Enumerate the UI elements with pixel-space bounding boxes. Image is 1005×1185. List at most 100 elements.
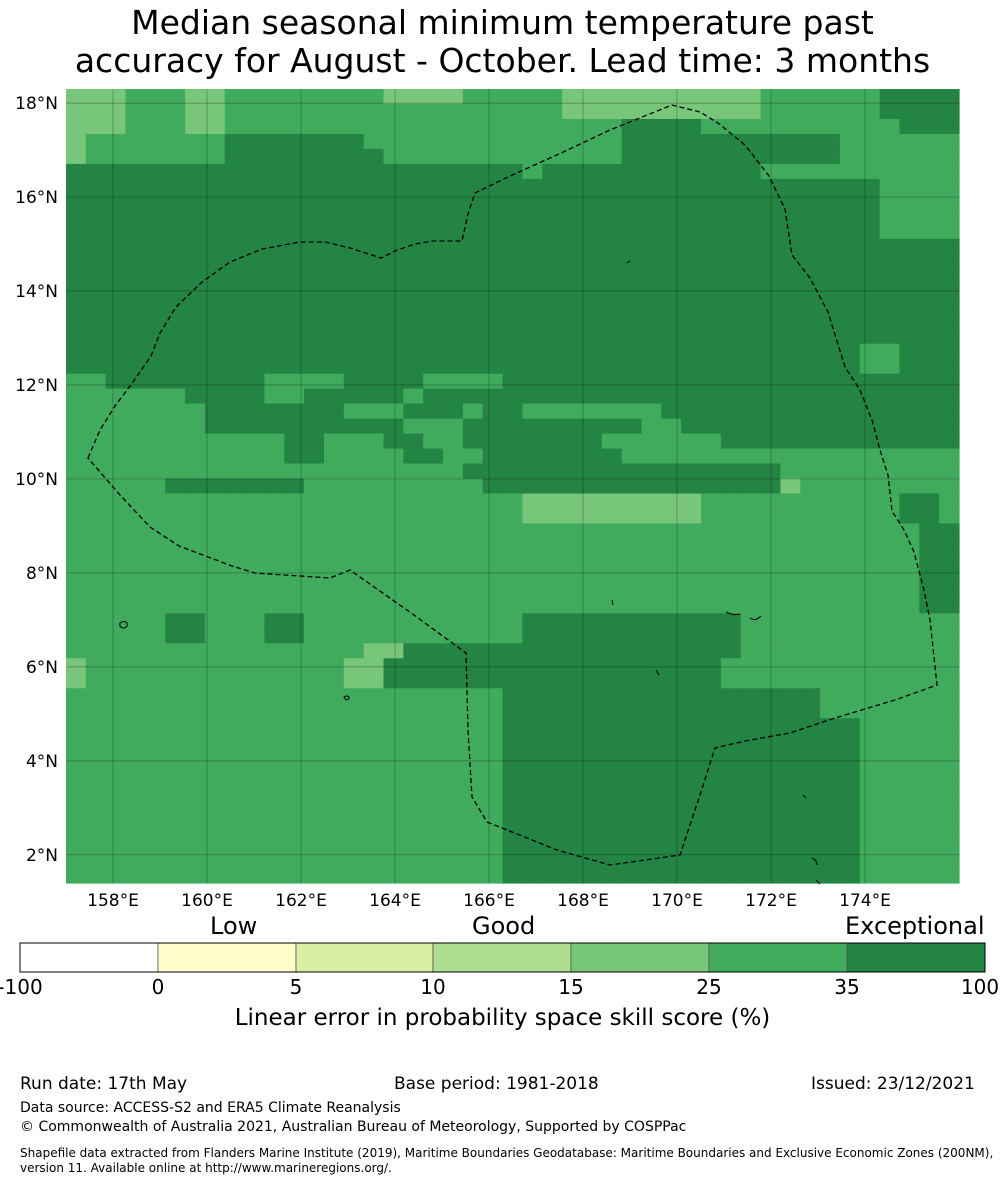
heatmap-cell [760, 223, 781, 240]
heatmap-cell [264, 643, 285, 659]
heatmap-cell [581, 343, 603, 360]
heatmap-cell [224, 568, 246, 584]
heatmap-cell [522, 613, 543, 629]
heatmap-cell [760, 433, 781, 450]
heatmap-cell [363, 823, 385, 839]
heatmap-cell [740, 778, 762, 794]
heatmap-cell [800, 223, 821, 240]
heatmap-cell [323, 583, 345, 599]
heatmap-cell [304, 703, 325, 719]
heatmap-cell [899, 268, 920, 285]
heatmap-cell [760, 193, 781, 210]
heatmap-cell [482, 538, 504, 555]
heatmap-cell [581, 598, 603, 614]
heatmap-cell [661, 403, 682, 420]
heatmap-cell [66, 868, 87, 884]
heatmap-cell [165, 223, 186, 240]
heatmap-cell [800, 493, 821, 510]
heatmap-cell [562, 763, 583, 779]
heatmap-cell [839, 538, 861, 555]
heatmap-cell [185, 358, 206, 375]
island-outline [802, 794, 807, 799]
heatmap-cell [264, 703, 285, 719]
heatmap-cell [939, 403, 960, 420]
heatmap-cell [105, 793, 127, 809]
heatmap-cell [800, 358, 821, 375]
heatmap-cell [661, 763, 682, 779]
heatmap-cell [264, 388, 285, 405]
heatmap-cell [542, 178, 563, 195]
heatmap-cell [224, 268, 246, 285]
heatmap-cell [621, 208, 643, 225]
heatmap-cell [879, 658, 901, 674]
colorbar-tick: 100 [960, 975, 1000, 999]
heatmap-cell [839, 89, 861, 105]
heatmap-cell [66, 298, 87, 315]
heatmap-cell [264, 268, 285, 285]
heatmap-cell [264, 868, 285, 884]
heatmap-cell [423, 448, 444, 465]
heatmap-cell [919, 778, 940, 794]
heatmap-cell [839, 688, 861, 704]
heatmap-cell [502, 538, 524, 555]
heatmap-cell [601, 673, 623, 689]
heatmap-cell [363, 163, 385, 180]
heatmap-cell [899, 613, 920, 629]
heatmap-cell [85, 673, 107, 689]
heatmap-cell [304, 103, 325, 120]
heatmap-cell [621, 193, 643, 210]
heatmap-cell [224, 238, 246, 255]
heatmap-cell [105, 268, 127, 285]
heatmap-cell [879, 358, 901, 375]
heatmap-cell [204, 868, 226, 884]
heatmap-cell [204, 643, 226, 659]
heatmap-cell [720, 433, 742, 450]
heatmap-cell [443, 853, 464, 869]
heatmap-cell [244, 178, 266, 195]
heatmap-cell [641, 163, 662, 180]
heatmap-cell [304, 89, 325, 105]
heatmap-cell [562, 283, 583, 300]
heatmap-cell [462, 253, 484, 270]
heatmap-cell [403, 853, 424, 869]
heatmap-cell [304, 628, 325, 644]
heatmap-cell [185, 403, 206, 420]
heatmap-cell [66, 703, 87, 719]
heatmap-cell [581, 448, 603, 465]
heatmap-cell [641, 448, 662, 465]
heatmap-cell [780, 823, 801, 839]
heatmap-cell [264, 688, 285, 704]
heatmap-cell [125, 163, 146, 180]
heatmap-cell [681, 838, 702, 854]
heatmap-cell [800, 313, 821, 330]
heatmap-cell [661, 493, 682, 510]
heatmap-cell [939, 208, 960, 225]
heatmap-cell [105, 208, 127, 225]
heatmap-cell [423, 598, 444, 614]
heatmap-cell [482, 823, 504, 839]
heatmap-cell [740, 388, 762, 405]
heatmap-cell [145, 748, 166, 764]
heatmap-cell [323, 283, 345, 300]
heatmap-cell [502, 778, 524, 794]
heatmap-cell [780, 388, 801, 405]
island-outline [725, 611, 741, 616]
heatmap-cell [423, 733, 444, 749]
heatmap-cell [343, 853, 365, 869]
heatmap-cell [740, 688, 762, 704]
heatmap-cell [66, 628, 87, 644]
heatmap-cell [165, 388, 186, 405]
heatmap-cell [264, 613, 285, 629]
heatmap-cell [601, 598, 623, 614]
heatmap-cell [542, 373, 563, 390]
heatmap-cell [383, 268, 404, 285]
heatmap-cell [224, 688, 246, 704]
heatmap-cell [581, 328, 603, 345]
heatmap-cell [820, 208, 841, 225]
heatmap-cell [720, 868, 742, 884]
latitude-tick-label: 10°N [15, 470, 58, 490]
heatmap-cell [165, 523, 186, 540]
heatmap-cell [482, 433, 504, 450]
heatmap-cell [601, 613, 623, 629]
eez-boundary [87, 104, 938, 866]
